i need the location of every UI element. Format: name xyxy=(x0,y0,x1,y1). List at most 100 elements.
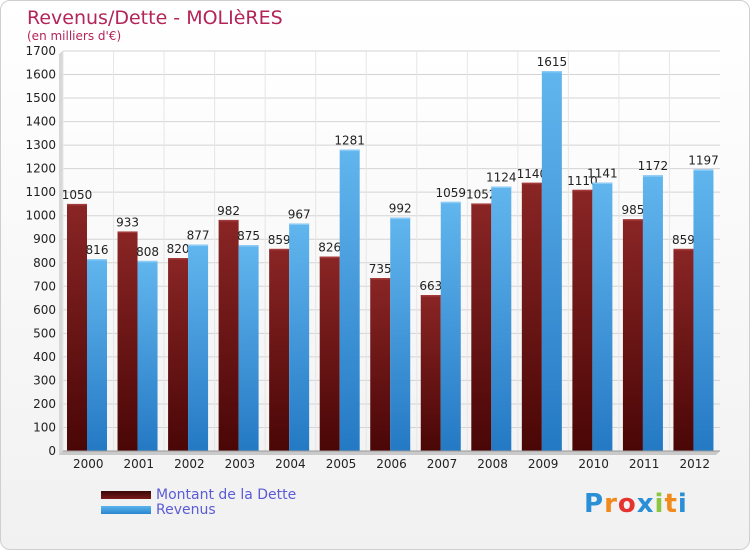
plot-floor xyxy=(59,451,720,455)
bar-debt xyxy=(319,256,340,451)
data-label-debt: 982 xyxy=(217,204,240,218)
chart-subtitle: (en milliers d'€) xyxy=(27,29,122,43)
bar-debt-top xyxy=(673,248,694,251)
gridline-y-depth xyxy=(58,191,64,197)
y-tick-label: 1700 xyxy=(25,44,56,58)
logo-letter: o xyxy=(617,489,637,519)
x-tick-label: 2010 xyxy=(578,457,609,471)
bar-debt xyxy=(420,295,441,451)
gridline-y-depth xyxy=(58,285,64,291)
legend-swatch-revenue xyxy=(101,506,151,514)
data-label-revenue: 1141 xyxy=(587,167,618,181)
data-label-debt: 1110 xyxy=(567,174,598,188)
gridline-y-depth xyxy=(58,50,64,56)
y-tick-label: 1500 xyxy=(25,91,56,105)
data-label-revenue: 1172 xyxy=(638,159,669,173)
bar-debt-top xyxy=(168,258,189,260)
bar-revenue-top xyxy=(440,201,461,204)
data-label-debt: 820 xyxy=(167,242,190,256)
y-tick-label: 600 xyxy=(33,303,56,317)
gridline-y-depth xyxy=(58,427,64,432)
x-tick-label: 2011 xyxy=(629,457,660,471)
legend-label-revenue: Revenus xyxy=(156,502,216,518)
legend-swatch-debt xyxy=(101,491,151,499)
gridline-y-depth xyxy=(58,215,64,221)
data-label-debt: 663 xyxy=(419,279,442,293)
bar-revenue-top xyxy=(238,245,259,247)
logo-letter: x xyxy=(636,489,655,519)
bar-revenue-top xyxy=(541,71,562,73)
y-tick-label: 1000 xyxy=(25,209,56,223)
bar-revenue-top xyxy=(339,149,360,152)
y-tick-label: 800 xyxy=(33,256,56,270)
data-label-debt: 1050 xyxy=(62,188,93,202)
gridline-y-depth xyxy=(58,168,64,174)
x-tick-label: 2000 xyxy=(73,457,104,471)
gridline-y-depth xyxy=(58,380,64,385)
y-tick-label: 900 xyxy=(33,232,56,246)
logo-letter: r xyxy=(604,489,618,519)
bar-revenue-top xyxy=(491,186,512,189)
bar-revenue-top xyxy=(289,223,310,225)
bar-revenue-top xyxy=(693,169,714,171)
data-label-debt: 859 xyxy=(672,233,695,247)
bar-revenue xyxy=(238,245,259,451)
x-tick-label: 2003 xyxy=(225,457,256,471)
bar-debt-top xyxy=(370,278,391,280)
bar-debt-top xyxy=(471,203,492,205)
data-label-revenue: 877 xyxy=(187,229,210,243)
bar-revenue xyxy=(390,217,411,451)
bar-debt xyxy=(572,189,593,451)
x-tick-label: 2001 xyxy=(124,457,155,471)
gridline-y-depth xyxy=(58,144,64,150)
bar-debt xyxy=(218,219,239,451)
x-tick-label: 2002 xyxy=(174,457,205,471)
y-tick-label: 1300 xyxy=(25,138,56,152)
data-label-revenue: 992 xyxy=(389,202,412,216)
bar-debt-top xyxy=(319,256,340,259)
bar-revenue xyxy=(339,149,360,451)
data-label-debt: 826 xyxy=(318,241,341,255)
data-label-debt: 859 xyxy=(268,233,291,247)
x-tick-label: 2009 xyxy=(528,457,559,471)
data-label-debt: 735 xyxy=(369,262,392,276)
bar-revenue xyxy=(491,186,512,451)
bar-debt-top xyxy=(218,219,239,222)
legend-label-debt: Montant de la Dette xyxy=(156,487,297,503)
bar-debt-top xyxy=(269,248,290,251)
data-label-revenue: 1197 xyxy=(688,153,719,167)
data-label-debt: 985 xyxy=(621,203,644,217)
bar-revenue xyxy=(541,71,562,451)
y-tick-label: 100 xyxy=(33,420,56,434)
gridline-y-depth xyxy=(58,74,64,79)
bar-revenue-top xyxy=(592,182,613,185)
bar-revenue xyxy=(87,259,107,451)
chart-title: Revenus/Dette - MOLIèRES xyxy=(27,7,283,29)
bar-revenue-top xyxy=(390,217,411,220)
data-label-debt: 933 xyxy=(116,215,139,229)
bar-debt xyxy=(269,248,290,451)
y-tick-label: 400 xyxy=(33,350,56,364)
gridline-y-depth xyxy=(58,262,64,268)
bar-debt-top xyxy=(622,219,643,221)
gridline-y-depth xyxy=(58,121,64,126)
bar-revenue-top xyxy=(642,175,663,177)
data-label-revenue: 967 xyxy=(288,207,311,221)
bar-revenue-top xyxy=(137,260,158,263)
gridline-y-depth xyxy=(58,309,64,315)
data-label-revenue: 1124 xyxy=(486,171,517,185)
y-tick-label: 1600 xyxy=(25,68,56,82)
y-tick-label: 1100 xyxy=(25,185,56,199)
gridline-y-depth xyxy=(58,332,64,338)
bar-revenue xyxy=(592,182,613,451)
plot-side-wall xyxy=(59,51,63,455)
y-tick-label: 700 xyxy=(33,279,56,293)
x-tick-label: 2006 xyxy=(376,457,407,471)
logo-letter: i xyxy=(654,489,665,519)
data-label-revenue: 816 xyxy=(86,243,109,257)
x-tick-label: 2007 xyxy=(427,457,458,471)
data-label-revenue: 1281 xyxy=(334,134,365,148)
bar-debt-top xyxy=(521,182,542,185)
